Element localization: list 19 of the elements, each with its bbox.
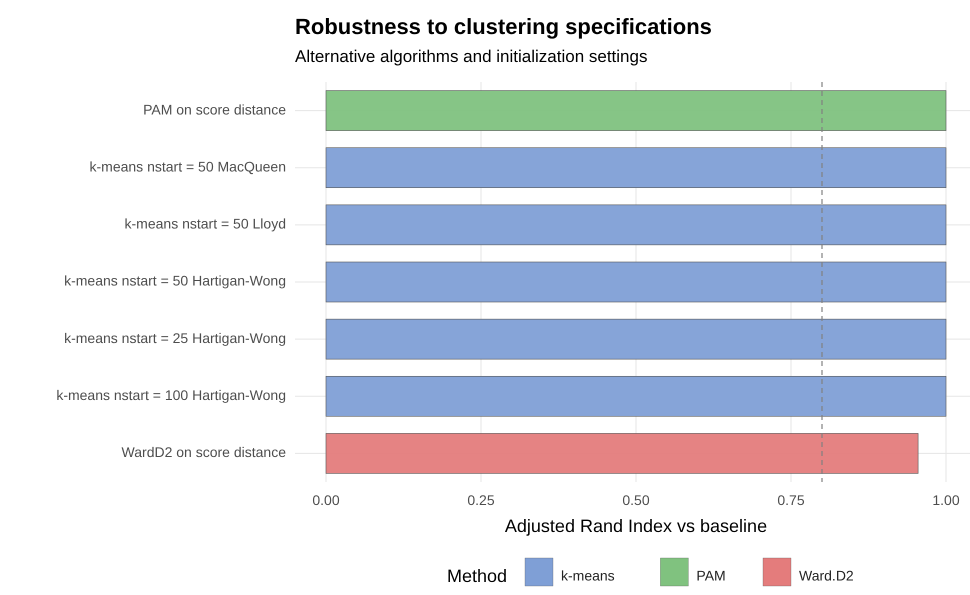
legend-label: PAM xyxy=(696,568,726,584)
y-tick-label: WardD2 on score distance xyxy=(122,444,286,460)
x-tick-label: 0.00 xyxy=(312,492,340,508)
chart-subtitle: Alternative algorithms and initialization settings xyxy=(295,47,648,66)
legend-label: Ward.D2 xyxy=(799,568,854,584)
legend-title: Method xyxy=(447,566,508,586)
x-tick-label: 1.00 xyxy=(932,492,960,508)
x-tick-label: 0.50 xyxy=(622,492,650,508)
y-tick-label: k-means nstart = 25 Hartigan-Wong xyxy=(64,330,286,346)
y-tick-label: k-means nstart = 100 Hartigan-Wong xyxy=(56,386,286,403)
x-axis-title: Adjusted Rand Index vs baseline xyxy=(504,516,768,536)
x-tick-label: 0.75 xyxy=(777,492,805,508)
x-tick-label: 0.25 xyxy=(467,492,495,508)
y-tick-label: k-means nstart = 50 Lloyd xyxy=(124,216,286,232)
y-tick-label: k-means nstart = 50 Hartigan-Wong xyxy=(64,272,286,289)
chart-title: Robustness to clustering specifications xyxy=(295,14,712,39)
legend-label: k-means xyxy=(561,568,615,584)
y-tick-label: k-means nstart = 50 MacQueen xyxy=(90,158,286,174)
y-tick-label: PAM on score distance xyxy=(143,101,286,118)
